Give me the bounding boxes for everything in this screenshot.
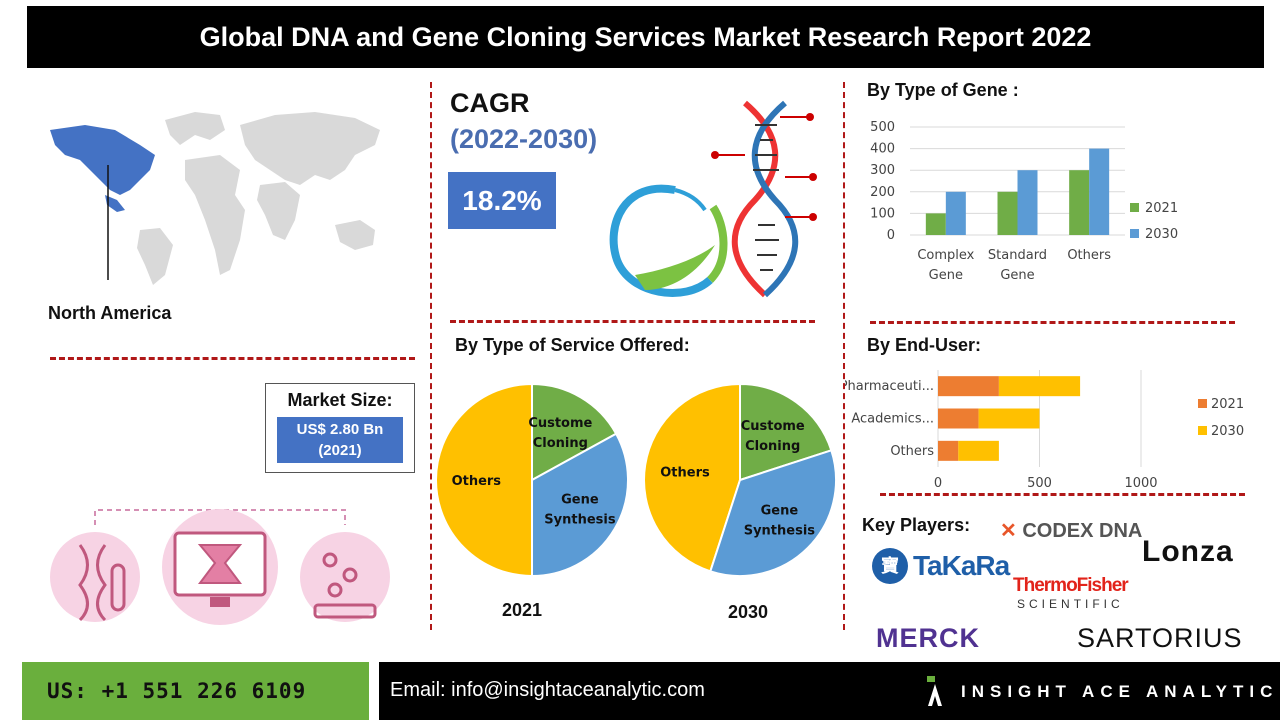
y-tick-label: Pharmaceuti... [845, 379, 934, 394]
research-icons-illustration [50, 509, 390, 625]
gene-bar-chart: 0 100 200 300 400 500 Complex Gene Standard Gene O… [870, 120, 1178, 283]
pie-2021-title: 2021 [502, 600, 543, 620]
market-size-box: Market Size: US$ 2.80 Bn (2021) [265, 383, 415, 473]
bar-2021 [925, 213, 946, 235]
x-tick-label: Standard [988, 248, 1047, 263]
divider-right-h1 [870, 321, 1235, 324]
pie-slice-gene-synthesis [709, 449, 837, 577]
pie-label: Custome [528, 416, 592, 431]
enduser-chart-title: By End-User: [867, 335, 982, 355]
footer-bar: Email: info@insightaceanalytic.com INSIG… [379, 662, 1280, 720]
region-label: North America [48, 303, 172, 323]
service-chart-title: By Type of Service Offered: [455, 335, 690, 355]
x-tick-label: Gene [929, 268, 963, 283]
market-size-value: US$ 2.80 Bn (2021) [277, 417, 403, 463]
bar-2030 [958, 440, 999, 461]
y-tick-label: 500 [870, 120, 895, 135]
pie-label: Cloning [533, 436, 588, 451]
y-tick-label: Others [890, 444, 934, 459]
gene-chart-title: By Type of Gene : [867, 80, 1019, 100]
bar-2030 [998, 376, 1081, 397]
cagr-title: CAGR [450, 88, 530, 118]
divider-mid-h [450, 320, 815, 323]
service-pie-2021: Others Custome Cloning Gene Synthesis [435, 382, 629, 578]
bar-2030 [1089, 148, 1110, 235]
bar-2030 [1017, 170, 1038, 235]
y-tick-label: Academics... [851, 412, 934, 427]
bar-2021 [938, 440, 959, 461]
pie-slice-customer-cloning [739, 382, 833, 482]
x-tick-label: Complex [917, 248, 974, 263]
legend-swatch [1130, 203, 1139, 212]
legend-swatch [1130, 229, 1139, 238]
logo-thermofisher-sub: SCIENTIFIC [1017, 597, 1124, 611]
bar-2030 [945, 191, 966, 235]
bar-2021 [938, 376, 999, 397]
bar-2021 [1069, 170, 1090, 235]
x-tick-label: 500 [1027, 476, 1052, 491]
pie-2030-title: 2030 [728, 602, 769, 622]
legend-label: 2030 [1145, 227, 1178, 242]
bar-2030 [978, 408, 1040, 429]
codex-dna-icon: ✕ [1000, 520, 1017, 542]
page-title: Global DNA and Gene Cloning Services Mar… [27, 6, 1264, 68]
logo-codex-dna: ✕ CODEX DNA [1000, 518, 1142, 543]
world-map [50, 112, 380, 285]
y-tick-label: 0 [887, 228, 895, 243]
service-pie-2030: Others Custome Cloning Gene Synthesis [643, 382, 837, 577]
pie-label: Others [452, 474, 502, 489]
logo-lonza: Lonza [1142, 535, 1234, 568]
x-tick-label: 1000 [1124, 476, 1157, 491]
x-tick-label: Others [1067, 248, 1111, 263]
legend-label: 2021 [1145, 201, 1178, 216]
y-tick-label: 200 [870, 185, 895, 200]
legend-swatch [1198, 426, 1207, 435]
market-size-value-amount: US$ 2.80 Bn [296, 421, 384, 438]
pie-label: Synthesis [544, 512, 616, 527]
pie-slice-customer-cloning [531, 382, 618, 482]
logo-takara-text: TaKaRa [913, 550, 1010, 581]
pie-label: Custome [741, 419, 805, 434]
market-size-value-year: (2021) [318, 442, 362, 459]
footer-phone: US: +1 551 226 6109 [22, 662, 369, 720]
bar-2021 [997, 191, 1018, 235]
pie-label: Cloning [745, 439, 800, 454]
bar-2021 [938, 408, 979, 429]
pie-label: Gene [561, 492, 599, 507]
legend-swatch [1198, 399, 1207, 408]
logo-takara: 寶 TaKaRa [872, 548, 1010, 584]
pie-label: Gene [761, 503, 799, 518]
key-players-title: Key Players: [862, 515, 971, 535]
footer-email[interactable]: Email: info@insightaceanalytic.com [390, 679, 705, 701]
divider-right [843, 82, 845, 630]
footer-brand: INSIGHT ACE ANALYTIC [961, 682, 1279, 701]
x-tick-label: Gene [1000, 268, 1034, 283]
logo-thermofisher-text: ThermoFisher [1013, 575, 1129, 596]
logo-sartorius: SARTORIUS [1077, 623, 1243, 653]
x-tick-label: 0 [934, 476, 942, 491]
y-tick-label: 400 [870, 142, 895, 157]
y-tick-label: 100 [870, 206, 895, 221]
divider-left-h [50, 357, 415, 360]
pie-slice-gene-synthesis [531, 432, 629, 578]
market-size-title: Market Size: [287, 390, 393, 410]
legend-label: 2030 [1211, 424, 1244, 439]
cagr-years: (2022-2030) [450, 124, 598, 154]
enduser-bar-chart: 0 500 1000 Pharmaceuti... Academics... Others… [845, 370, 1244, 491]
logo-codex-dna-text: CODEX DNA [1022, 520, 1143, 542]
divider-left [430, 82, 432, 630]
legend-label: 2021 [1211, 397, 1244, 412]
cagr-value: 18.2% [448, 172, 556, 229]
y-tick-label: 300 [870, 163, 895, 178]
dna-illustration [609, 100, 817, 298]
pie-slice-others [643, 382, 741, 573]
logo-merck: MERCK [876, 623, 980, 653]
divider-right-h2 [880, 493, 1245, 496]
takara-icon: 寶 [872, 548, 908, 584]
brand-logo-icon [927, 676, 942, 706]
pie-label: Others [660, 465, 710, 480]
logo-thermofisher: ThermoFisher SCIENTIFIC [1013, 575, 1129, 611]
pie-label: Synthesis [744, 523, 816, 538]
pie-slice-others [435, 382, 533, 578]
